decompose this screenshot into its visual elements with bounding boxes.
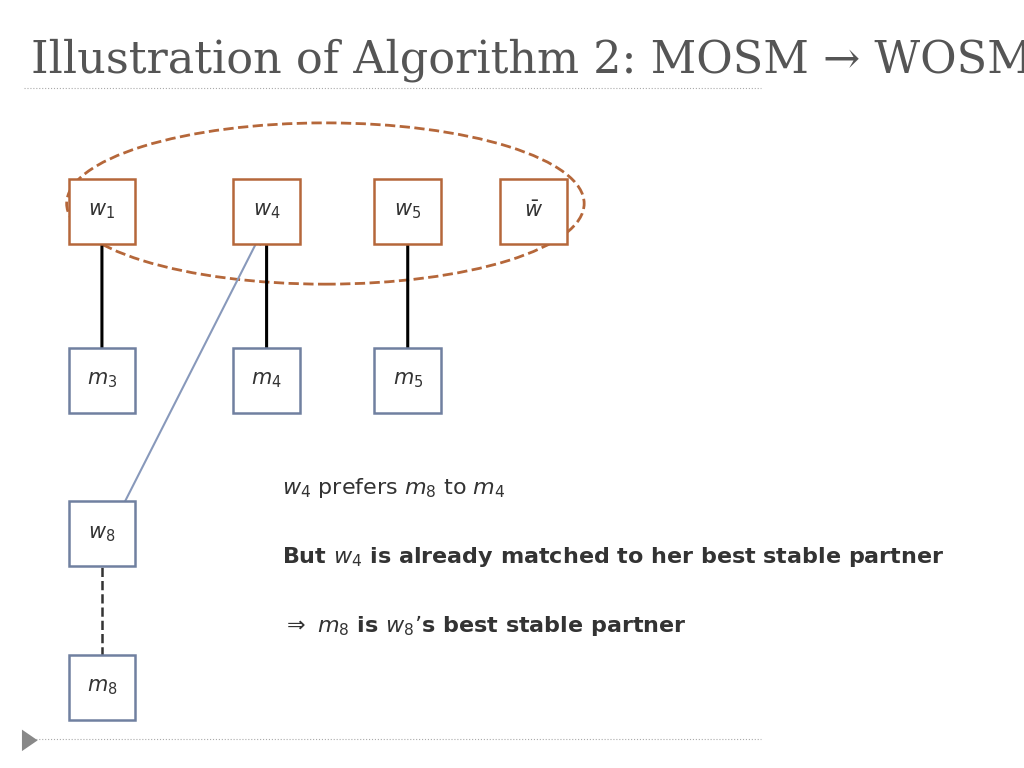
FancyBboxPatch shape [69,654,135,720]
FancyBboxPatch shape [69,347,135,413]
Text: $\Rightarrow$ $m_8$ is $w_8$’s best stable partner: $\Rightarrow$ $m_8$ is $w_8$’s best stab… [283,614,687,638]
Text: $w_4$ prefers $m_8$ to $m_4$: $w_4$ prefers $m_8$ to $m_4$ [283,475,506,500]
FancyBboxPatch shape [69,502,135,567]
FancyBboxPatch shape [500,179,566,244]
Text: $m_4$: $m_4$ [251,370,282,390]
Text: $w_1$: $w_1$ [88,201,116,221]
Polygon shape [22,730,38,751]
Text: $w_4$: $w_4$ [253,201,281,221]
Text: $m_3$: $m_3$ [87,370,117,390]
Text: $\bar{w}$: $\bar{w}$ [523,201,543,221]
FancyBboxPatch shape [375,179,441,244]
FancyBboxPatch shape [233,179,300,244]
Text: Illustration of Algorithm 2: MOSM → WOSM: Illustration of Algorithm 2: MOSM → WOSM [32,38,1024,82]
Text: But $w_4$ is already matched to her best stable partner: But $w_4$ is already matched to her best… [283,545,945,569]
Text: $w_5$: $w_5$ [394,201,421,221]
FancyBboxPatch shape [233,347,300,413]
FancyBboxPatch shape [69,179,135,244]
FancyBboxPatch shape [375,347,441,413]
Text: $w_8$: $w_8$ [88,524,116,544]
Text: $m_5$: $m_5$ [392,370,423,390]
Text: $m_8$: $m_8$ [87,677,117,697]
